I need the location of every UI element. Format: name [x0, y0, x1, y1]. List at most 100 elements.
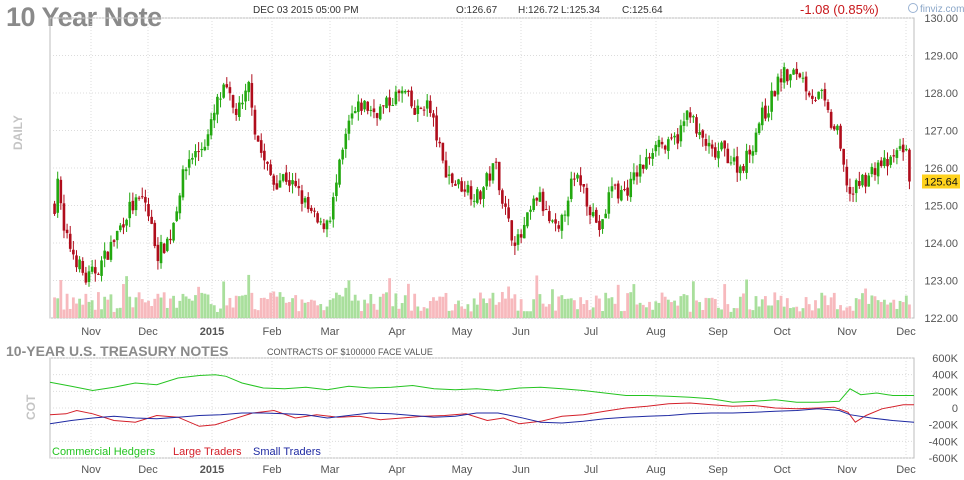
volume-bar	[757, 306, 761, 318]
candle-body	[510, 220, 514, 241]
volume-bar	[579, 297, 583, 318]
volume-bar	[153, 298, 157, 318]
candle-body	[200, 148, 204, 151]
candle-body	[886, 159, 889, 167]
volume-bar	[767, 305, 770, 318]
candle-body	[594, 209, 598, 223]
price-x-tick: Dec	[896, 326, 916, 338]
candle-body	[688, 112, 692, 118]
candle-body	[266, 161, 269, 164]
candles	[53, 62, 911, 287]
volume-bar	[554, 310, 557, 318]
volume-bar	[413, 293, 417, 318]
candle-body	[297, 186, 301, 189]
candle-body	[898, 146, 902, 149]
candle-body	[663, 145, 667, 150]
cot-y-tick: -600K	[929, 453, 959, 465]
volume-bar	[272, 291, 276, 318]
price-x-tick: Jun	[512, 326, 530, 338]
cot-y-tick: 200K	[932, 386, 958, 398]
volume-bar	[331, 298, 335, 318]
candle-body	[679, 125, 683, 142]
volume-bar	[403, 295, 407, 318]
candle-body	[616, 183, 620, 199]
volume-bar	[613, 303, 617, 318]
candle-body	[338, 159, 341, 185]
candle-body	[638, 163, 642, 177]
volume-bar	[864, 288, 867, 318]
volume-bar	[90, 300, 94, 318]
quote-datetime: DEC 03 2015 05:00 PM	[253, 5, 359, 16]
candle-body	[250, 83, 254, 108]
volume-bar	[832, 292, 836, 318]
volume-bar	[172, 295, 175, 318]
candle-body	[522, 224, 526, 239]
candle-body	[735, 156, 739, 173]
volume-bar	[500, 291, 504, 318]
candle-body	[707, 142, 711, 147]
candle-body	[56, 178, 59, 213]
price-x-axis: Nov Dec 2015 Feb Mar Apr May Jun Jul Aug Sep Oct Nov…	[81, 326, 916, 338]
volume-bar	[447, 310, 451, 318]
volume-bar	[792, 307, 795, 318]
candle-body	[131, 200, 135, 211]
volume-bar	[159, 297, 163, 318]
volume-bar	[394, 293, 398, 318]
cot-grid	[49, 357, 915, 459]
volume-bar	[566, 298, 570, 318]
quote-change: -1.08 (0.85%)	[800, 2, 879, 17]
volume-bar	[685, 295, 689, 318]
candle-body	[244, 90, 247, 102]
quote-open: O:126.67	[456, 5, 498, 16]
candle-body	[879, 160, 883, 166]
candle-body	[566, 200, 570, 217]
candle-body	[382, 105, 385, 107]
volume-bar	[529, 311, 532, 318]
volume-bar	[607, 298, 611, 318]
candle-body	[704, 139, 708, 146]
brand-logo[interactable]: finviz.com	[908, 3, 964, 15]
volume-bar	[266, 299, 269, 318]
candle-body	[353, 111, 357, 114]
candle-body	[291, 180, 294, 185]
candle-body	[212, 112, 216, 121]
volume-bar	[460, 306, 464, 318]
quote-high: H:126.72	[518, 5, 559, 16]
cot-x-tick: Jun	[512, 464, 530, 476]
chart-title: 10 Year Note	[6, 2, 162, 32]
volume-bar	[491, 292, 495, 318]
candle-body	[375, 113, 379, 118]
volume-bar	[519, 299, 523, 318]
candle-body	[360, 102, 363, 111]
candle-body	[682, 121, 686, 126]
candle-body	[861, 174, 864, 186]
cot-x-tick: Nov	[81, 464, 101, 476]
volume-bar	[435, 300, 438, 318]
candle-body	[864, 174, 867, 187]
volume-bar	[444, 292, 448, 318]
price-grid	[49, 17, 915, 319]
candle-body	[115, 230, 119, 241]
volume-bar	[479, 292, 482, 318]
volume-bar	[557, 296, 561, 318]
candle-body	[713, 147, 717, 158]
volume-bar	[106, 299, 110, 318]
candle-body	[288, 180, 291, 186]
volume-bar	[638, 302, 642, 318]
candle-body	[238, 102, 241, 117]
volume-bar	[585, 300, 589, 318]
candle-body	[194, 151, 197, 158]
candle-body	[150, 216, 153, 224]
volume-bar	[288, 302, 291, 318]
candle-body	[870, 166, 874, 175]
candle-body	[544, 209, 548, 211]
volume-bar	[360, 311, 363, 318]
candle-body	[388, 97, 391, 106]
candle-body	[557, 225, 561, 229]
candle-body	[147, 204, 150, 217]
volume-bar	[616, 284, 620, 318]
volume-bar	[682, 294, 686, 318]
candle-body	[739, 166, 742, 174]
volume-bar	[222, 281, 226, 318]
volume-bar	[300, 299, 304, 318]
